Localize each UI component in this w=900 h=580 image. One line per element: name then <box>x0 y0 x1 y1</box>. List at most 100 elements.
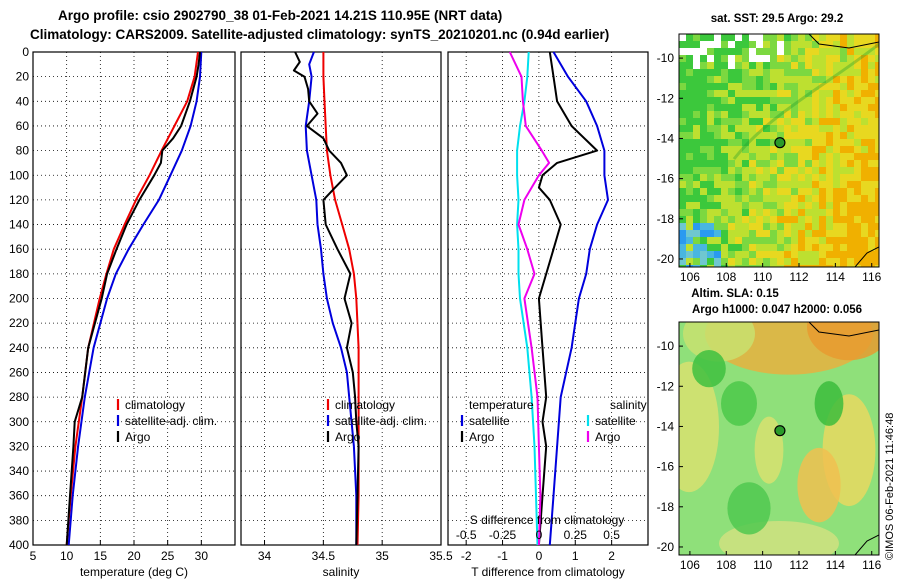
legend-label-1-0: climatology <box>335 398 395 412</box>
ytick-label-13: 260 <box>9 365 29 379</box>
series-line-2-1 <box>537 51 599 546</box>
map-ytick-label-sla-2: -14 <box>657 419 675 433</box>
map-ytick-label-sst-2: -14 <box>657 131 675 145</box>
xtick-label-2-3: 1 <box>572 549 579 563</box>
map-xtick-label-sst-0: 106 <box>680 270 700 284</box>
xtick-label-0-0: 5 <box>30 549 37 563</box>
legend-label-1-1: satellite-adj. clim. <box>335 414 427 428</box>
xtick-label-1-2: 35 <box>375 549 389 563</box>
xtick-label-0-2: 15 <box>94 549 108 563</box>
legend-label-0-2: Argo <box>125 430 151 444</box>
legend-label-t-0: satellite <box>469 414 510 428</box>
map-coastline-sst <box>808 34 879 49</box>
ytick-label-4: 80 <box>16 144 30 158</box>
ytick-label-11: 220 <box>9 316 29 330</box>
map-coastline2-sst <box>854 246 879 267</box>
ytick-label-7: 140 <box>9 218 29 232</box>
legend-title-salinity: salinity <box>610 398 647 412</box>
map-xtick-label-sst-5: 116 <box>862 270 881 284</box>
map-xtick-label-sla-0: 106 <box>680 558 700 572</box>
ytick-label-1: 20 <box>16 70 30 84</box>
map-title-sst: sat. SST: 29.5 Argo: 29.2 <box>711 13 844 25</box>
ytick-label-2: 40 <box>16 94 30 108</box>
ytick-label-18: 360 <box>9 489 29 503</box>
ytick-label-10: 200 <box>9 292 29 306</box>
header-line-2: Climatology: CARS2009. Satellite-adjuste… <box>30 27 610 42</box>
series-line-0-2 <box>65 51 201 546</box>
ytick-label-6: 120 <box>9 193 29 207</box>
xtick-label-0-3: 20 <box>127 549 141 563</box>
map-frame-sst <box>678 33 880 268</box>
s-tick-label-4: 0.5 <box>603 528 620 542</box>
ytick-label-20: 400 <box>9 538 29 552</box>
legend-label-0-0: climatology <box>125 398 185 412</box>
map-image-sst <box>679 34 879 267</box>
xaxis-title-0: temperature (deg C) <box>80 565 188 579</box>
s-tick-label-1: -0.25 <box>489 528 517 542</box>
ytick-label-9: 180 <box>9 267 29 281</box>
ytick-label-14: 280 <box>9 390 29 404</box>
s-axis-title: S difference from climatology <box>470 513 625 527</box>
map-xtick-label-sst-1: 108 <box>716 270 736 284</box>
map-ytick-label-sla-0: -10 <box>657 339 675 353</box>
series-line-2-0 <box>548 51 609 546</box>
ytick-label-16: 320 <box>9 439 29 453</box>
map-xtick-label-sst-3: 112 <box>789 270 808 284</box>
xtick-label-0-4: 25 <box>161 549 175 563</box>
map-xtick-label-sla-5: 116 <box>862 558 881 572</box>
map-title-sla-2: Argo h1000: 0.047 h2000: 0.056 <box>692 304 862 316</box>
series-line-1-2 <box>292 51 360 546</box>
ytick-label-0: 0 <box>22 45 29 59</box>
map-xtick-label-sla-4: 114 <box>826 558 845 572</box>
map-xtick-label-sla-2: 110 <box>753 558 772 572</box>
map-xtick-label-sla-1: 108 <box>716 558 736 572</box>
map-image-sla <box>679 322 879 555</box>
legend-label-s-0: satellite <box>595 414 636 428</box>
ytick-label-8: 160 <box>9 242 29 256</box>
xtick-label-1-1: 34.5 <box>312 549 336 563</box>
map-ytick-label-sst-0: -10 <box>657 51 675 65</box>
series-line-0-0 <box>65 51 199 546</box>
argo-marker-sst <box>774 137 786 149</box>
map-ytick-label-sst-1: -12 <box>657 91 675 105</box>
series-line-0-1 <box>67 51 203 546</box>
s-tick-label-3: 0.25 <box>564 528 588 542</box>
legend-label-s-1: Argo <box>595 430 621 444</box>
argo-marker-sla <box>774 425 786 437</box>
map-ytick-label-sst-4: -18 <box>657 212 675 226</box>
map-ytick-label-sst-3: -16 <box>657 172 675 186</box>
xtick-label-2-0: -2 <box>461 549 472 563</box>
map-ytick-label-sla-5: -20 <box>657 540 675 554</box>
xtick-label-1-3: 35.5 <box>429 549 453 563</box>
xtick-label-2-2: 0 <box>536 549 543 563</box>
map-ytick-label-sla-4: -18 <box>657 500 675 514</box>
xtick-label-0-5: 30 <box>195 549 209 563</box>
xaxis-title-1: salinity <box>323 565 360 579</box>
xtick-label-2-4: 2 <box>608 549 615 563</box>
series-line-2-2 <box>516 51 539 546</box>
map-ytick-label-sla-1: -12 <box>657 379 675 393</box>
map-xtick-label-sst-2: 110 <box>753 270 772 284</box>
ytick-label-5: 100 <box>9 168 29 182</box>
xaxis-title-2: T difference from climatology <box>471 565 625 579</box>
map-xtick-label-sla-3: 112 <box>789 558 808 572</box>
map-ytick-label-sst-5: -20 <box>657 252 675 266</box>
s-tick-label-0: -0.5 <box>456 528 477 542</box>
map-coastline-sla <box>808 322 879 337</box>
legend-label-t-1: Argo <box>469 430 495 444</box>
ytick-label-3: 60 <box>16 119 30 133</box>
header-line-1: Argo profile: csio 2902790_38 01-Feb-202… <box>58 8 503 23</box>
legend-label-1-2: Argo <box>335 430 361 444</box>
ytick-label-17: 340 <box>9 464 29 478</box>
series-line-1-0 <box>322 52 360 546</box>
ytick-label-12: 240 <box>9 341 29 355</box>
map-coastline2-sla <box>854 534 879 555</box>
legend-label-0-1: satellite-adj. clim. <box>125 414 217 428</box>
timestamp-stamp: ©IMOS 06-Feb-2021 11:46:48 <box>884 412 896 560</box>
s-tick-label-2: 0 <box>536 528 543 542</box>
map-ytick-label-sla-3: -16 <box>657 460 675 474</box>
map-title-sla-1: Altim. SLA: 0.15 <box>691 288 779 300</box>
ytick-label-15: 300 <box>9 415 29 429</box>
xtick-label-2-1: -1 <box>497 549 508 563</box>
